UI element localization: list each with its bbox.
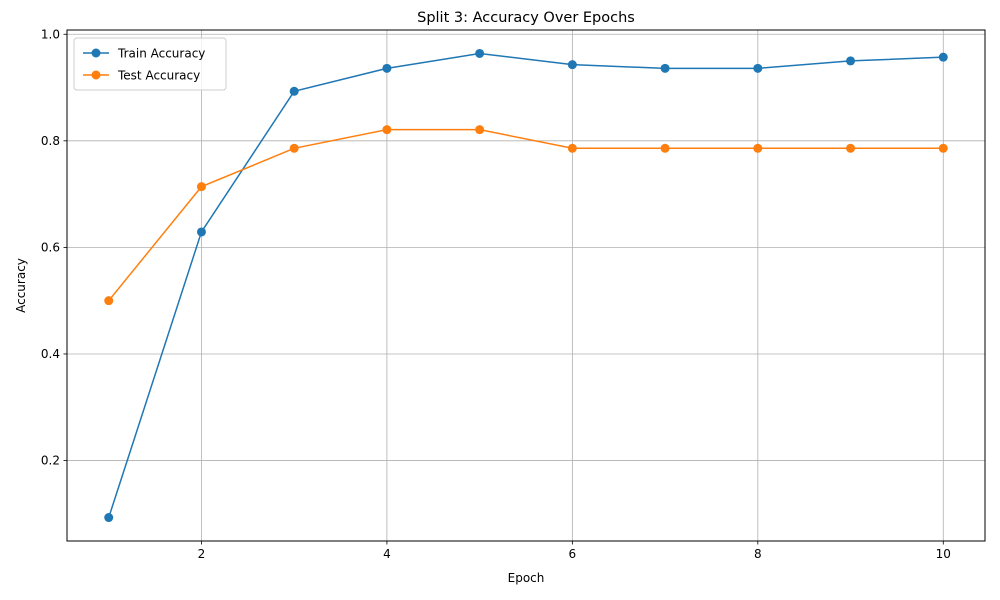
- series-train: [104, 48, 948, 523]
- data-point: [753, 63, 763, 73]
- data-point: [196, 227, 206, 237]
- data-point: [846, 143, 856, 153]
- chart-title: Split 3: Accuracy Over Epochs: [417, 10, 635, 26]
- data-point: [382, 63, 392, 73]
- data-point: [846, 56, 856, 66]
- data-point: [753, 143, 763, 153]
- y-tick-label: 0.4: [41, 347, 60, 361]
- y-tick-label: 0.2: [41, 454, 60, 468]
- x-axis: 2 4 6 8 10: [198, 541, 951, 561]
- data-point: [660, 63, 670, 73]
- y-axis: 0.2 0.4 0.6 0.8 1.0: [41, 27, 67, 468]
- series-layer: [104, 48, 948, 523]
- legend-label: Test Accuracy: [117, 69, 200, 83]
- x-tick-label: 6: [569, 547, 577, 561]
- data-point: [567, 60, 577, 70]
- y-tick-label: 1.0: [41, 27, 60, 41]
- y-axis-label: Accuracy: [14, 258, 28, 313]
- legend-item: Train Accuracy: [83, 47, 205, 61]
- legend-marker: [91, 70, 101, 80]
- x-tick-label: 2: [198, 547, 206, 561]
- y-tick-label: 0.8: [41, 134, 60, 148]
- y-tick-label: 0.6: [41, 240, 60, 254]
- data-point: [382, 125, 392, 135]
- legend: Train Accuracy Test Accuracy: [73, 37, 227, 91]
- series-test: [104, 125, 948, 306]
- x-tick-label: 10: [936, 547, 951, 561]
- legend-marker: [91, 48, 101, 58]
- data-point: [660, 143, 670, 153]
- data-point: [475, 125, 485, 135]
- series-line: [108, 128, 944, 302]
- grid: [67, 30, 985, 541]
- series-line: [108, 52, 944, 518]
- legend-label: Train Accuracy: [117, 47, 205, 61]
- legend-box: [73, 37, 227, 91]
- x-tick-label: 4: [383, 547, 391, 561]
- data-point: [104, 296, 114, 306]
- data-point: [938, 143, 948, 153]
- data-point: [289, 86, 299, 96]
- data-point: [196, 182, 206, 192]
- data-point: [475, 48, 485, 58]
- x-axis-label: Epoch: [508, 571, 545, 585]
- data-point: [567, 143, 577, 153]
- legend-item: Test Accuracy: [83, 69, 200, 83]
- plot-frame: [66, 29, 986, 542]
- data-point: [104, 513, 114, 523]
- data-point: [938, 52, 948, 62]
- x-tick-label: 8: [754, 547, 762, 561]
- data-point: [289, 143, 299, 153]
